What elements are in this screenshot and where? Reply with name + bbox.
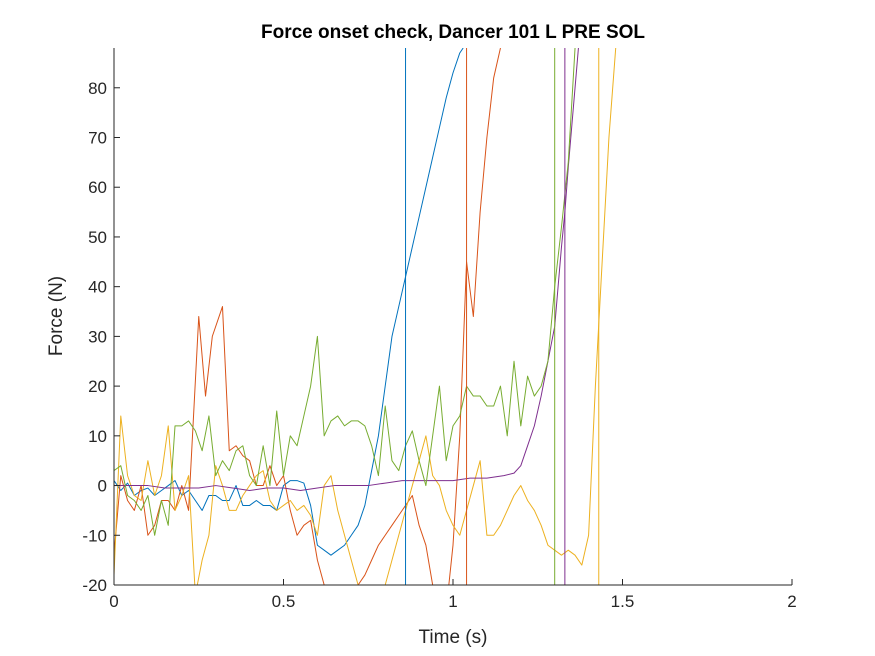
y-tick-label: -20 — [82, 576, 107, 595]
y-tick-label: 0 — [98, 477, 107, 496]
series-line-3 — [114, 48, 617, 585]
plot-area — [114, 48, 792, 585]
x-tick-label: 1 — [448, 592, 457, 611]
y-axis-label: Force (N) — [46, 276, 67, 356]
x-tick-label: 1.5 — [611, 592, 635, 611]
x-tick-label: 0 — [109, 592, 118, 611]
y-tick-label: 70 — [88, 129, 107, 148]
y-tick-label: 60 — [88, 178, 107, 197]
axes: 0 0.5 1 1.5 2 -20 -10 0 10 20 30 40 50 60 70 80 — [82, 48, 797, 611]
chart-title: Force onset check, Dancer 101 L PRE SOL — [261, 22, 645, 43]
x-tick-label: 0.5 — [272, 592, 296, 611]
series-line-4 — [114, 48, 579, 492]
y-tick-label: 50 — [88, 228, 107, 247]
y-tick-label: 20 — [88, 377, 107, 396]
y-tick-label: 40 — [88, 278, 107, 297]
series-layer — [114, 48, 617, 585]
series-line-2 — [114, 48, 501, 585]
series-line-5 — [114, 48, 576, 536]
y-tick-label: 10 — [88, 427, 107, 446]
onset-lines-layer — [405, 48, 600, 585]
y-tick-label: 80 — [88, 79, 107, 98]
x-tick-label: 2 — [787, 592, 796, 611]
x-axis-label: Time (s) — [419, 627, 488, 648]
y-tick-label: -10 — [82, 526, 107, 545]
y-tick-label: 30 — [88, 327, 107, 346]
